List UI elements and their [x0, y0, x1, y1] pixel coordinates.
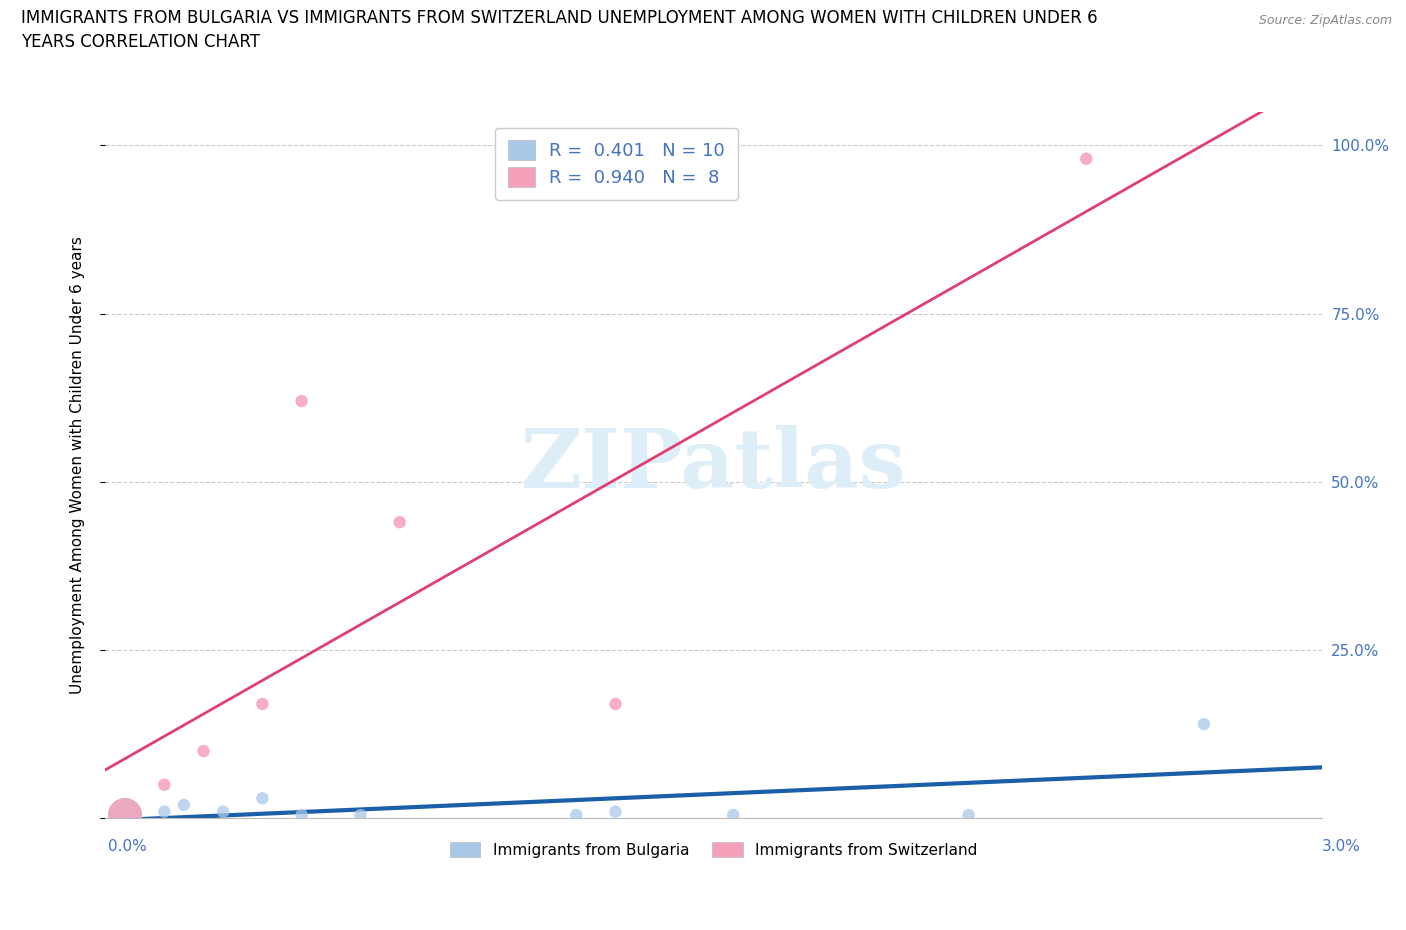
Point: [1192, 717, 1215, 732]
Point: [721, 807, 744, 822]
Point: [605, 804, 627, 819]
Point: [252, 790, 274, 805]
Point: [291, 393, 314, 408]
Point: [388, 515, 411, 530]
Legend: Immigrants from Bulgaria, Immigrants from Switzerland: Immigrants from Bulgaria, Immigrants fro…: [444, 835, 983, 864]
Point: [291, 807, 314, 822]
Point: [153, 777, 176, 792]
Point: [212, 804, 235, 819]
Point: [252, 697, 274, 711]
Text: ZIPatlas: ZIPatlas: [520, 425, 907, 505]
Point: [349, 807, 371, 822]
Y-axis label: Unemployment Among Women with Children Under 6 years: Unemployment Among Women with Children U…: [70, 236, 84, 694]
Point: [153, 804, 176, 819]
Point: [193, 744, 215, 759]
Text: YEARS CORRELATION CHART: YEARS CORRELATION CHART: [21, 33, 260, 50]
Point: [565, 807, 588, 822]
Text: 0.0%: 0.0%: [108, 839, 148, 854]
Text: IMMIGRANTS FROM BULGARIA VS IMMIGRANTS FROM SWITZERLAND UNEMPLOYMENT AMONG WOMEN: IMMIGRANTS FROM BULGARIA VS IMMIGRANTS F…: [21, 9, 1098, 27]
Point: [1076, 152, 1098, 166]
Text: Source: ZipAtlas.com: Source: ZipAtlas.com: [1258, 14, 1392, 27]
Point: [114, 807, 136, 822]
Point: [957, 807, 980, 822]
Point: [173, 798, 195, 813]
Point: [114, 807, 136, 822]
Point: [605, 697, 627, 711]
Text: 3.0%: 3.0%: [1322, 839, 1361, 854]
